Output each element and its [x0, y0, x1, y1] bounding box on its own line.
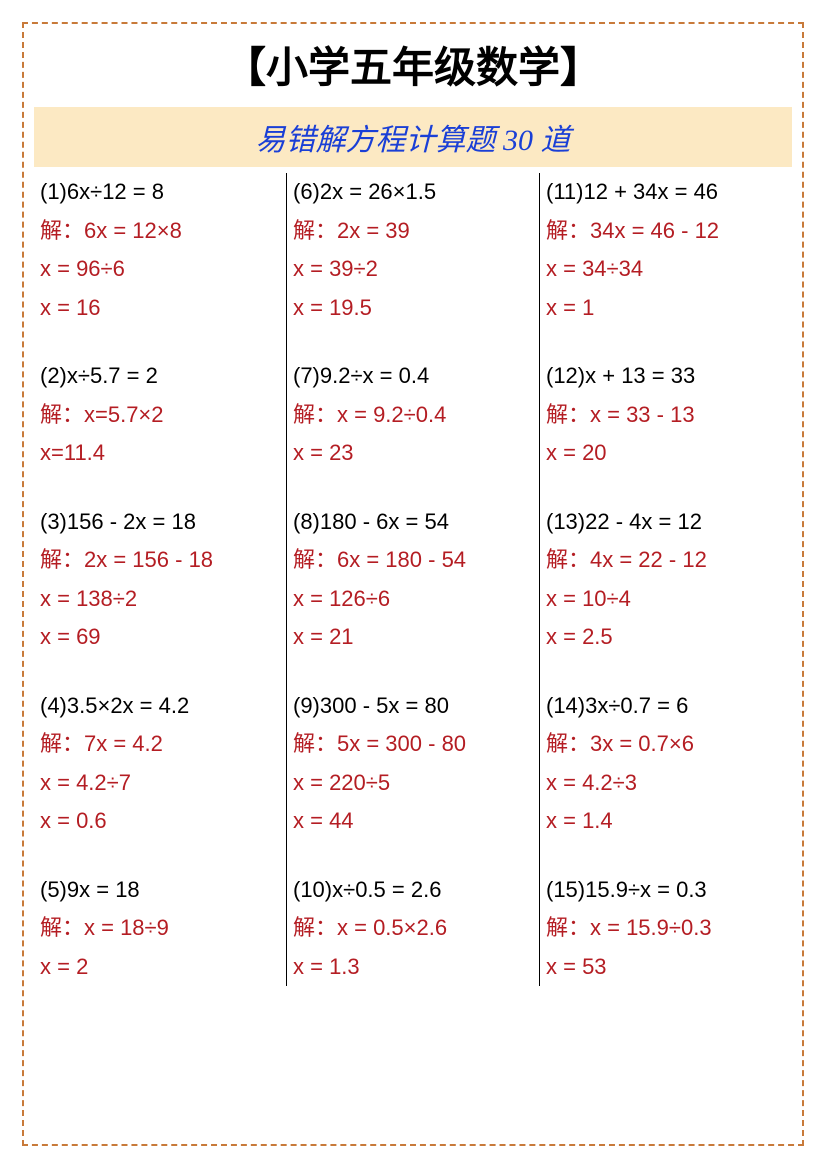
solution-step: x = 44: [293, 802, 533, 841]
problem-7: (7)9.2÷x = 0.4 解：x = 9.2÷0.4 x = 23: [293, 357, 533, 473]
problem-11: (11)12 + 34x = 46 解：34x = 46 - 12 x = 34…: [546, 173, 786, 327]
solution-step: 解：5x = 300 - 80: [293, 725, 533, 764]
solution-step: x = 53: [546, 948, 786, 987]
problem-4: (4)3.5×2x = 4.2 解：7x = 4.2 x = 4.2÷7 x =…: [40, 687, 280, 841]
question-text: (15)15.9÷x = 0.3: [546, 871, 786, 910]
solution-step: x = 0.6: [40, 802, 280, 841]
question-text: (7)9.2÷x = 0.4: [293, 357, 533, 396]
solution-step: 解：x=5.7×2: [40, 396, 280, 435]
question-text: (3)156 - 2x = 18: [40, 503, 280, 542]
solution-step: x=11.4: [40, 434, 280, 473]
problem-2: (2)x÷5.7 = 2 解：x=5.7×2 x=11.4: [40, 357, 280, 473]
problem-8: (8)180 - 6x = 54 解：6x = 180 - 54 x = 126…: [293, 503, 533, 657]
question-text: (6)2x = 26×1.5: [293, 173, 533, 212]
solution-step: x = 39÷2: [293, 250, 533, 289]
solution-step: x = 10÷4: [546, 580, 786, 619]
problem-6: (6)2x = 26×1.5 解：2x = 39 x = 39÷2 x = 19…: [293, 173, 533, 327]
question-text: (12)x + 13 = 33: [546, 357, 786, 396]
solution-step: 解：x = 18÷9: [40, 909, 280, 948]
solution-step: x = 96÷6: [40, 250, 280, 289]
solution-step: 解：x = 9.2÷0.4: [293, 396, 533, 435]
solution-step: x = 1.3: [293, 948, 533, 987]
solution-step: x = 34÷34: [546, 250, 786, 289]
question-text: (8)180 - 6x = 54: [293, 503, 533, 542]
solution-step: 解：34x = 46 - 12: [546, 212, 786, 251]
question-text: (14)3x÷0.7 = 6: [546, 687, 786, 726]
solution-step: 解：2x = 156 - 18: [40, 541, 280, 580]
solution-step: x = 69: [40, 618, 280, 657]
problem-13: (13)22 - 4x = 12 解：4x = 22 - 12 x = 10÷4…: [546, 503, 786, 657]
problem-12: (12)x + 13 = 33 解：x = 33 - 13 x = 20: [546, 357, 786, 473]
solution-step: 解：6x = 180 - 54: [293, 541, 533, 580]
solution-step: 解：3x = 0.7×6: [546, 725, 786, 764]
problem-3: (3)156 - 2x = 18 解：2x = 156 - 18 x = 138…: [40, 503, 280, 657]
solution-step: x = 1: [546, 289, 786, 328]
problem-14: (14)3x÷0.7 = 6 解：3x = 0.7×6 x = 4.2÷3 x …: [546, 687, 786, 841]
problem-15: (15)15.9÷x = 0.3 解：x = 15.9÷0.3 x = 53: [546, 871, 786, 987]
solution-step: x = 2.5: [546, 618, 786, 657]
solution-step: x = 21: [293, 618, 533, 657]
question-text: (5)9x = 18: [40, 871, 280, 910]
solution-step: x = 2: [40, 948, 280, 987]
question-text: (1)6x÷12 = 8: [40, 173, 280, 212]
problem-1: (1)6x÷12 = 8 解：6x = 12×8 x = 96÷6 x = 16: [40, 173, 280, 327]
solution-step: x = 138÷2: [40, 580, 280, 619]
solution-step: 解：6x = 12×8: [40, 212, 280, 251]
question-text: (2)x÷5.7 = 2: [40, 357, 280, 396]
solution-step: 解：7x = 4.2: [40, 725, 280, 764]
solution-step: x = 23: [293, 434, 533, 473]
column-2: (6)2x = 26×1.5 解：2x = 39 x = 39÷2 x = 19…: [287, 173, 540, 986]
solution-step: x = 4.2÷3: [546, 764, 786, 803]
solution-step: 解：x = 15.9÷0.3: [546, 909, 786, 948]
problems-grid: (1)6x÷12 = 8 解：6x = 12×8 x = 96÷6 x = 16…: [34, 173, 792, 986]
question-text: (9)300 - 5x = 80: [293, 687, 533, 726]
question-text: (11)12 + 34x = 46: [546, 173, 786, 212]
problem-5: (5)9x = 18 解：x = 18÷9 x = 2: [40, 871, 280, 987]
column-1: (1)6x÷12 = 8 解：6x = 12×8 x = 96÷6 x = 16…: [34, 173, 287, 986]
question-text: (4)3.5×2x = 4.2: [40, 687, 280, 726]
question-text: (13)22 - 4x = 12: [546, 503, 786, 542]
solution-step: x = 1.4: [546, 802, 786, 841]
solution-step: 解：x = 33 - 13: [546, 396, 786, 435]
solution-step: 解：4x = 22 - 12: [546, 541, 786, 580]
solution-step: x = 220÷5: [293, 764, 533, 803]
column-3: (11)12 + 34x = 46 解：34x = 46 - 12 x = 34…: [540, 173, 792, 986]
solution-step: x = 19.5: [293, 289, 533, 328]
page-subtitle: 易错解方程计算题 30 道: [34, 107, 792, 167]
problem-9: (9)300 - 5x = 80 解：5x = 300 - 80 x = 220…: [293, 687, 533, 841]
solution-step: x = 4.2÷7: [40, 764, 280, 803]
solution-step: x = 126÷6: [293, 580, 533, 619]
question-text: (10)x÷0.5 = 2.6: [293, 871, 533, 910]
solution-step: 解：2x = 39: [293, 212, 533, 251]
problem-10: (10)x÷0.5 = 2.6 解：x = 0.5×2.6 x = 1.3: [293, 871, 533, 987]
solution-step: x = 16: [40, 289, 280, 328]
solution-step: 解：x = 0.5×2.6: [293, 909, 533, 948]
solution-step: x = 20: [546, 434, 786, 473]
page-title: 【小学五年级数学】: [34, 34, 792, 95]
page-frame: 【小学五年级数学】 易错解方程计算题 30 道 (1)6x÷12 = 8 解：6…: [22, 22, 804, 1146]
